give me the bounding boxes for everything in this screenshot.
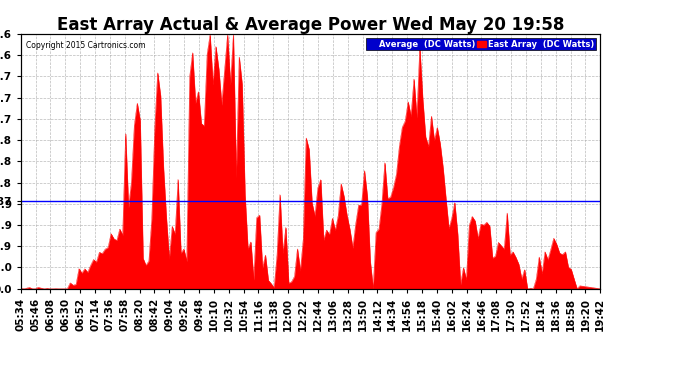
Legend: Average  (DC Watts), East Array  (DC Watts): Average (DC Watts), East Array (DC Watts… [366,38,596,50]
Text: Copyright 2015 Cartronics.com: Copyright 2015 Cartronics.com [26,41,146,50]
Title: East Array Actual & Average Power Wed May 20 19:58: East Array Actual & Average Power Wed Ma… [57,16,564,34]
